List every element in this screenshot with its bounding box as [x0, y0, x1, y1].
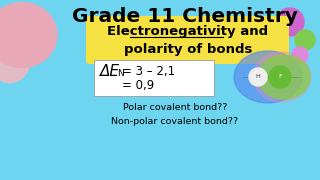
Text: = 0,9: = 0,9 — [122, 80, 154, 93]
Circle shape — [295, 30, 315, 50]
Text: H: H — [256, 75, 260, 80]
Circle shape — [276, 8, 304, 36]
Circle shape — [269, 66, 291, 88]
Ellipse shape — [253, 52, 311, 102]
Text: Grade 11 Chemistry: Grade 11 Chemistry — [72, 8, 298, 26]
Text: Polar covalent bond??: Polar covalent bond?? — [123, 103, 227, 112]
Circle shape — [292, 47, 308, 63]
FancyBboxPatch shape — [94, 60, 214, 96]
Text: N: N — [117, 69, 124, 78]
Text: Electronegativity and: Electronegativity and — [108, 24, 268, 37]
Ellipse shape — [234, 51, 302, 103]
Text: = 3 – 2,1: = 3 – 2,1 — [122, 64, 175, 78]
Circle shape — [249, 68, 267, 86]
FancyBboxPatch shape — [86, 16, 289, 64]
Ellipse shape — [0, 3, 57, 68]
Ellipse shape — [258, 55, 310, 99]
Text: ΔE: ΔE — [100, 64, 120, 78]
Text: polarity of bonds: polarity of bonds — [124, 42, 252, 55]
Text: Non-polar covalent bond??: Non-polar covalent bond?? — [111, 116, 239, 125]
Text: F: F — [278, 75, 282, 80]
Ellipse shape — [0, 37, 30, 82]
